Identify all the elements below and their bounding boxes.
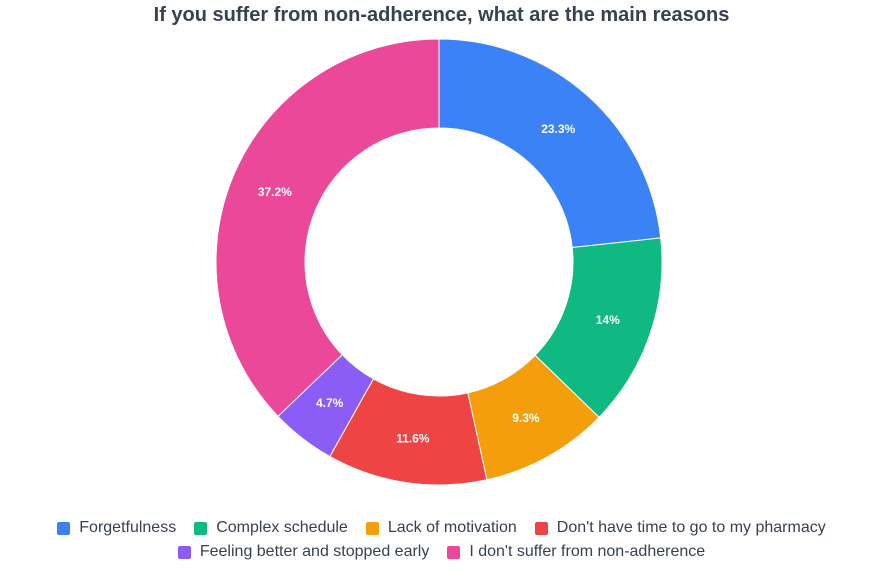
legend-label: Complex schedule — [216, 519, 348, 536]
slice-value-label: 37.2% — [258, 185, 292, 199]
chart-legend: Forgetfulness Complex schedule Lack of mot… — [0, 519, 883, 561]
donut-slice-0[interactable] — [438, 38, 662, 249]
legend-swatch — [57, 521, 71, 535]
legend-label: Don't have time to go to my pharmacy — [556, 519, 826, 536]
legend-item[interactable]: Complex schedule — [194, 519, 348, 537]
legend-item[interactable]: I don't suffer from non-adherence — [447, 543, 705, 561]
legend-swatch — [447, 545, 461, 559]
legend-item[interactable]: Don't have time to go to my pharmacy — [534, 519, 826, 537]
legend-swatch — [194, 521, 208, 535]
legend-swatch — [365, 521, 379, 535]
slice-value-label: 23.3% — [541, 122, 575, 136]
slice-value-label: 14% — [596, 313, 620, 327]
legend-item[interactable]: Lack of motivation — [365, 519, 517, 537]
slice-value-label: 9.3% — [512, 411, 540, 425]
legend-item[interactable]: Feeling better and stopped early — [177, 543, 430, 561]
legend-label: I don't suffer from non-adherence — [469, 543, 706, 560]
chart-title: If you suffer from non-adherence, what a… — [153, 4, 730, 26]
slice-value-label: 11.6% — [396, 432, 430, 446]
legend-row: Feeling better and stopped early I don't … — [0, 543, 883, 561]
slice-value-label: 4.7% — [316, 396, 344, 410]
legend-item[interactable]: Forgetfulness — [57, 519, 176, 537]
legend-row: Forgetfulness Complex schedule Lack of mot… — [0, 519, 883, 537]
legend-swatch — [534, 521, 548, 535]
donut-chart: 23.3% 14% 9.3% 11.6% 4.7% 37.2% — [215, 38, 663, 486]
legend-label: Feeling better and stopped early — [199, 543, 430, 560]
legend-label: Forgetfulness — [79, 519, 177, 536]
legend-label: Lack of motivation — [387, 519, 517, 536]
legend-swatch — [177, 545, 191, 559]
donut-slice-5[interactable] — [215, 38, 440, 418]
